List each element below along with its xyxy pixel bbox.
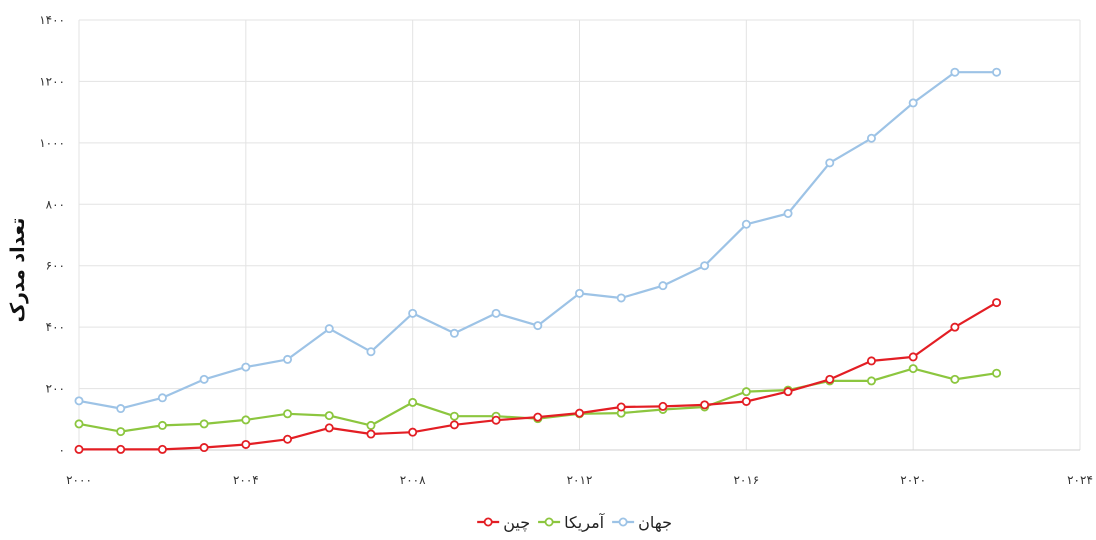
data-point (950, 374, 960, 384)
data-point (324, 324, 334, 334)
data-point (408, 427, 418, 437)
data-point (408, 397, 418, 407)
data-point (533, 412, 543, 422)
legend-item: چین (477, 513, 530, 533)
data-point (825, 374, 835, 384)
data-point (116, 427, 126, 437)
x-tick-label: ۲۰۲۴ (1067, 473, 1093, 487)
data-point (283, 409, 293, 419)
series-group (74, 67, 1002, 454)
data-point (491, 415, 501, 425)
data-point (825, 158, 835, 168)
data-point (199, 443, 209, 453)
grid (78, 19, 1081, 450)
x-tick-label: ۲۰۰۰ (66, 473, 92, 487)
data-point (908, 352, 918, 362)
axes: ۰ ۲۰۰ ۴۰۰ ۶۰۰ ۸۰۰ ۱۰۰۰ ۱۲۰۰ ۱۴۰۰ ۲۰۰۰ ۲۰۰۴ ۲۰۰۸ ۲۰۱… (39, 13, 1093, 487)
data-point (74, 444, 84, 454)
legend-label: چین (503, 513, 530, 533)
data-point (575, 288, 585, 298)
data-point (157, 444, 167, 454)
data-point (783, 208, 793, 218)
data-point (199, 419, 209, 429)
data-point (992, 67, 1002, 77)
y-tick-label: ۶۰۰ (46, 259, 65, 273)
data-point (866, 356, 876, 366)
data-point (866, 133, 876, 143)
legend-item: جهان (612, 513, 672, 533)
data-point (283, 354, 293, 364)
data-point (241, 439, 251, 449)
y-tick-label: ۱۰۰۰ (39, 136, 65, 150)
data-point (449, 420, 459, 430)
data-point (533, 321, 543, 331)
data-point (950, 67, 960, 77)
y-tick-label: ۲۰۰ (46, 382, 65, 396)
data-point (992, 298, 1002, 308)
data-point (700, 261, 710, 271)
y-tick-label: ۱۲۰۰ (39, 74, 65, 88)
series-3 (74, 298, 1002, 454)
data-point (741, 396, 751, 406)
data-point (366, 420, 376, 430)
y-tick-label: ۰ (59, 443, 65, 457)
data-point (157, 420, 167, 430)
x-tick-label: ۲۰۲۰ (900, 473, 926, 487)
data-point (74, 419, 84, 429)
data-point (575, 408, 585, 418)
data-point (783, 387, 793, 397)
data-point (157, 393, 167, 403)
data-point (700, 400, 710, 410)
x-tick-label: ۲۰۰۴ (233, 473, 259, 487)
data-point (324, 411, 334, 421)
series-line (78, 71, 997, 410)
data-point (199, 374, 209, 384)
legend: جهان آمریکا چین (477, 513, 672, 533)
y-tick-label: ۴۰۰ (46, 320, 65, 334)
data-point (616, 293, 626, 303)
data-point (908, 98, 918, 108)
data-point (241, 362, 251, 372)
data-point (241, 415, 251, 425)
data-point (616, 402, 626, 412)
data-point (116, 404, 126, 414)
data-point (366, 347, 376, 357)
data-point (408, 308, 418, 318)
x-tick-label: ۲۰۱۶ (733, 473, 759, 487)
data-point (74, 396, 84, 406)
y-tick-label: ۱۴۰۰ (39, 13, 65, 27)
x-tick-label: ۲۰۱۲ (567, 473, 593, 487)
data-point (950, 322, 960, 332)
legend-item: آمریکا (538, 513, 606, 533)
data-point (658, 401, 668, 411)
legend-marker-swatch (618, 517, 628, 527)
x-tick-label: ۲۰۰۸ (400, 473, 426, 487)
series-1 (74, 67, 1002, 414)
data-point (283, 434, 293, 444)
legend-label: جهان (638, 513, 672, 533)
y-tick-label: ۸۰۰ (46, 197, 65, 211)
data-point (908, 364, 918, 374)
data-point (366, 429, 376, 439)
data-point (658, 281, 668, 291)
legend-marker-swatch (544, 517, 554, 527)
data-point (491, 308, 501, 318)
data-point (866, 376, 876, 386)
data-point (992, 368, 1002, 378)
data-point (324, 423, 334, 433)
data-point (741, 219, 751, 229)
legend-label: آمریکا (564, 513, 606, 533)
data-point (741, 387, 751, 397)
data-point (449, 411, 459, 421)
legend-marker-swatch (483, 517, 493, 527)
data-point (449, 328, 459, 338)
y-axis-label: تعداد مدرک (7, 218, 29, 323)
data-point (116, 444, 126, 454)
